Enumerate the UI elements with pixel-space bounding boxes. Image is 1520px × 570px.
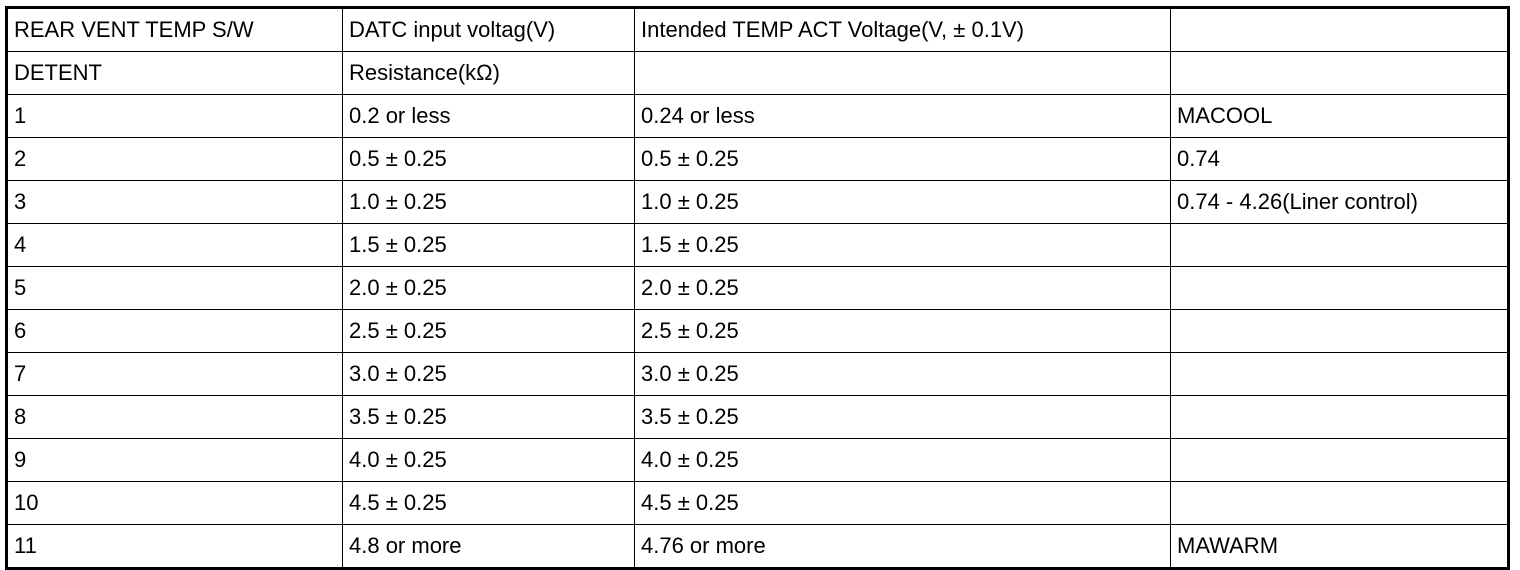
input-voltage-cell: 3.0 ± 0.25 <box>342 352 635 396</box>
mode-cell: MAWARM <box>1170 524 1509 569</box>
mode-cell <box>1170 438 1509 482</box>
act-voltage-cell: 0.24 or less <box>634 94 1171 138</box>
table-row: 4 1.5 ± 0.25 1.5 ± 0.25 <box>6 223 1509 267</box>
act-voltage-cell: 4.76 or more <box>634 524 1171 569</box>
detent-cell: 6 <box>6 309 343 353</box>
input-voltage-cell: 4.5 ± 0.25 <box>342 481 635 525</box>
header-cell: DETENT <box>6 51 343 95</box>
mode-cell: 0.74 - 4.26(Liner control) <box>1170 180 1509 224</box>
mode-cell <box>1170 395 1509 439</box>
table-row: 8 3.5 ± 0.25 3.5 ± 0.25 <box>6 395 1509 439</box>
header-cell: REAR VENT TEMP S/W <box>6 7 343 52</box>
detent-cell: 4 <box>6 223 343 267</box>
mode-cell <box>1170 481 1509 525</box>
table-row: 9 4.0 ± 0.25 4.0 ± 0.25 <box>6 438 1509 482</box>
table-row: 3 1.0 ± 0.25 1.0 ± 0.25 0.74 - 4.26(Line… <box>6 180 1509 224</box>
detent-cell: 7 <box>6 352 343 396</box>
act-voltage-cell: 3.5 ± 0.25 <box>634 395 1171 439</box>
table-row: 1 0.2 or less 0.24 or less MACOOL <box>6 94 1509 138</box>
act-voltage-cell: 1.0 ± 0.25 <box>634 180 1171 224</box>
header-cell: Intended TEMP ACT Voltage(V, ± 0.1V) <box>634 7 1171 52</box>
input-voltage-cell: 2.5 ± 0.25 <box>342 309 635 353</box>
detent-cell: 5 <box>6 266 343 310</box>
act-voltage-cell: 2.5 ± 0.25 <box>634 309 1171 353</box>
mode-cell: MACOOL <box>1170 94 1509 138</box>
detent-cell: 2 <box>6 137 343 181</box>
header-cell <box>1170 51 1509 95</box>
input-voltage-cell: 0.5 ± 0.25 <box>342 137 635 181</box>
rear-vent-temp-switch-table: REAR VENT TEMP S/W DATC input voltag(V) … <box>5 6 1510 570</box>
detent-cell: 8 <box>6 395 343 439</box>
detent-cell: 3 <box>6 180 343 224</box>
table-row: 7 3.0 ± 0.25 3.0 ± 0.25 <box>6 352 1509 396</box>
act-voltage-cell: 3.0 ± 0.25 <box>634 352 1171 396</box>
table-row: 6 2.5 ± 0.25 2.5 ± 0.25 <box>6 309 1509 353</box>
mode-cell <box>1170 266 1509 310</box>
input-voltage-cell: 4.8 or more <box>342 524 635 569</box>
mode-cell <box>1170 352 1509 396</box>
input-voltage-cell: 1.5 ± 0.25 <box>342 223 635 267</box>
mode-cell: 0.74 <box>1170 137 1509 181</box>
table-row: 11 4.8 or more 4.76 or more MAWARM <box>6 524 1509 569</box>
detent-cell: 9 <box>6 438 343 482</box>
act-voltage-cell: 4.5 ± 0.25 <box>634 481 1171 525</box>
act-voltage-cell: 2.0 ± 0.25 <box>634 266 1171 310</box>
act-voltage-cell: 4.0 ± 0.25 <box>634 438 1171 482</box>
table-row: 10 4.5 ± 0.25 4.5 ± 0.25 <box>6 481 1509 525</box>
header-cell: Resistance(kΩ) <box>342 51 635 95</box>
input-voltage-cell: 4.0 ± 0.25 <box>342 438 635 482</box>
act-voltage-cell: 1.5 ± 0.25 <box>634 223 1171 267</box>
mode-cell <box>1170 309 1509 353</box>
input-voltage-cell: 2.0 ± 0.25 <box>342 266 635 310</box>
header-cell <box>1170 7 1509 52</box>
table-header-row: DETENT Resistance(kΩ) <box>6 51 1509 95</box>
input-voltage-cell: 0.2 or less <box>342 94 635 138</box>
detent-cell: 1 <box>6 94 343 138</box>
detent-cell: 11 <box>6 524 343 569</box>
header-cell <box>634 51 1171 95</box>
table-row: 2 0.5 ± 0.25 0.5 ± 0.25 0.74 <box>6 137 1509 181</box>
header-cell: DATC input voltag(V) <box>342 7 635 52</box>
table-header-row: REAR VENT TEMP S/W DATC input voltag(V) … <box>6 7 1509 52</box>
input-voltage-cell: 1.0 ± 0.25 <box>342 180 635 224</box>
input-voltage-cell: 3.5 ± 0.25 <box>342 395 635 439</box>
act-voltage-cell: 0.5 ± 0.25 <box>634 137 1171 181</box>
table-row: 5 2.0 ± 0.25 2.0 ± 0.25 <box>6 266 1509 310</box>
detent-cell: 10 <box>6 481 343 525</box>
mode-cell <box>1170 223 1509 267</box>
